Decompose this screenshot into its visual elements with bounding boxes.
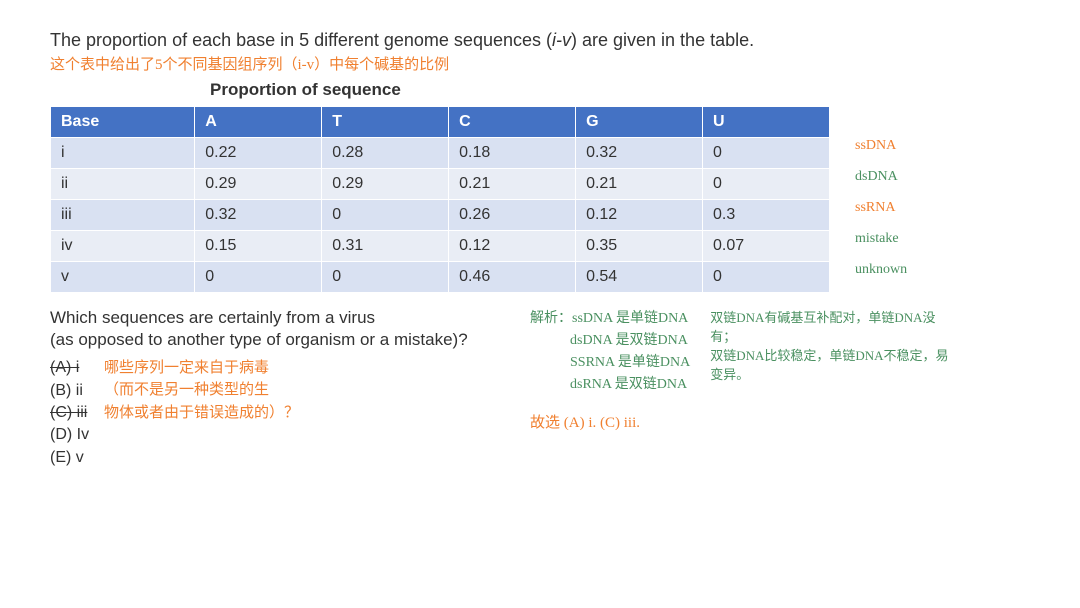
table-cell: iii xyxy=(51,200,195,231)
table-cell: 0.54 xyxy=(576,262,703,293)
answer-options: (A) i 哪些序列一定来自于病毒 (B) ii （而不是另一种类型的生 (C) iii… xyxy=(50,357,510,469)
row-note: ssRNA xyxy=(855,200,907,231)
hand-translation: 这个表中给出了5个不同基因组序列（i-v）中每个碱基的比例 xyxy=(50,53,1030,74)
table-cell: 0 xyxy=(322,262,449,293)
row-note: ssDNA xyxy=(855,138,907,169)
table-cell: ii xyxy=(51,169,195,200)
analysis-line-0: ssDNA 是单链DNA xyxy=(572,311,688,326)
table-cell: iv xyxy=(51,231,195,262)
table-header: Base xyxy=(51,107,195,138)
row-note: mistake xyxy=(855,231,907,262)
option-label: (B) ii xyxy=(50,380,94,402)
table-cell: 0 xyxy=(195,262,322,293)
analysis-line-2: SSRNA 是单链DNA xyxy=(570,351,690,371)
right-note-0: 双链DNA有碱基互补配对，单链DNA没有； xyxy=(710,307,950,345)
table-cell: 0.22 xyxy=(195,138,322,169)
table-cell: 0.15 xyxy=(195,231,322,262)
table-cell: 0.29 xyxy=(322,169,449,200)
table-cell: 0.32 xyxy=(195,200,322,231)
table-cell: 0.12 xyxy=(576,200,703,231)
table-cell: 0.29 xyxy=(195,169,322,200)
q-after: ) are given in the table. xyxy=(571,30,754,50)
table-cell: 0.3 xyxy=(703,200,830,231)
right-note-1: 双链DNA比较稳定，单链DNA不稳定，易变异。 xyxy=(710,345,950,383)
table-cell: i xyxy=(51,138,195,169)
table-cell: 0.12 xyxy=(449,231,576,262)
table-cell: 0.18 xyxy=(449,138,576,169)
row-note: unknown xyxy=(855,262,907,293)
table-cell: v xyxy=(51,262,195,293)
table-header: U xyxy=(703,107,830,138)
table-cell: 0.31 xyxy=(322,231,449,262)
analysis-line-3: dsRNA 是双链DNA xyxy=(570,373,690,393)
table-cell: 0.26 xyxy=(449,200,576,231)
table-cell: 0.28 xyxy=(322,138,449,169)
q-italic: i-v xyxy=(552,30,571,50)
q-before: The proportion of each base in 5 differe… xyxy=(50,30,552,50)
option-label: (E) v xyxy=(50,447,94,469)
table-cell: 0 xyxy=(322,200,449,231)
table-cell: 0.07 xyxy=(703,231,830,262)
table-cell: 0.21 xyxy=(576,169,703,200)
right-notes: 双链DNA有碱基互补配对，单链DNA没有； 双链DNA比较稳定，单链DNA不稳定… xyxy=(710,307,950,383)
option-note: 物体或者由于错误造成的）？ xyxy=(104,403,299,424)
option-label: (C) iii xyxy=(50,402,94,424)
table-cell: 0.46 xyxy=(449,262,576,293)
analysis-title: 解析： xyxy=(530,311,572,326)
table-header: T xyxy=(322,107,449,138)
data-table: BaseATCGUi0.220.280.180.320ii0.290.290.2… xyxy=(50,106,1030,293)
table-cell: 0 xyxy=(703,169,830,200)
option-label: (A) i xyxy=(50,357,94,379)
row-note: dsDNA xyxy=(855,169,907,200)
table-title: Proportion of sequence xyxy=(210,80,1030,100)
table-header: G xyxy=(576,107,703,138)
option-label: (D) Iv xyxy=(50,424,94,446)
table-header: A xyxy=(195,107,322,138)
q2-line1: Which sequences are certainly from a vir… xyxy=(50,307,510,329)
analysis-answer: 故选 (A) i. (C) iii. xyxy=(530,411,690,432)
option-note: （而不是另一种类型的生 xyxy=(104,380,269,401)
table-cell: 0 xyxy=(703,262,830,293)
analysis-line-1: dsDNA 是双链DNA xyxy=(570,329,690,349)
table-cell: 0 xyxy=(703,138,830,169)
table-cell: 0.21 xyxy=(449,169,576,200)
table-cell: 0.35 xyxy=(576,231,703,262)
analysis-block: 解析：ssDNA 是单链DNA dsDNA 是双链DNA SSRNA 是单链DN… xyxy=(530,307,690,434)
question-text: The proportion of each base in 5 differe… xyxy=(50,30,1030,51)
option-note: 哪些序列一定来自于病毒 xyxy=(104,358,269,379)
table-header: C xyxy=(449,107,576,138)
q2-line2: (as opposed to another type of organism … xyxy=(50,329,510,351)
table-cell: 0.32 xyxy=(576,138,703,169)
